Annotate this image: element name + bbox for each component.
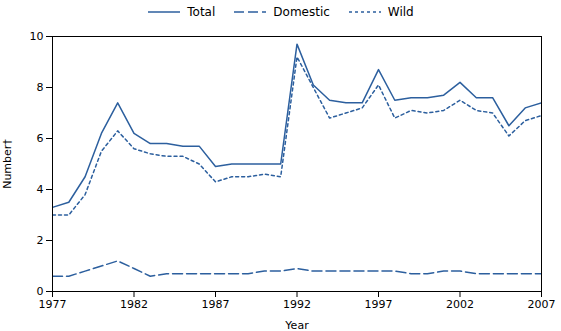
svg-text:0: 0 xyxy=(37,285,44,298)
svg-text:6: 6 xyxy=(37,132,44,145)
html-text:Wild: Wild xyxy=(387,5,414,19)
svg-text:1982: 1982 xyxy=(120,298,148,311)
svg-text:1997: 1997 xyxy=(365,298,393,311)
svg-text:1992: 1992 xyxy=(283,298,311,311)
svg-text:Number†: Number† xyxy=(1,139,14,189)
svg-text:1977: 1977 xyxy=(39,298,67,311)
svg-text:2002: 2002 xyxy=(446,298,474,311)
svg-text:8: 8 xyxy=(37,81,44,94)
svg-text:2007: 2007 xyxy=(528,298,556,311)
svg-text:1987: 1987 xyxy=(202,298,230,311)
svg-text:10: 10 xyxy=(30,30,44,43)
svg-text:Year: Year xyxy=(284,319,309,331)
svg-text:2: 2 xyxy=(37,234,44,247)
svg-text:4: 4 xyxy=(37,183,44,196)
html-text:Domestic: Domestic xyxy=(273,5,330,19)
html-text:Total: Total xyxy=(187,5,216,19)
